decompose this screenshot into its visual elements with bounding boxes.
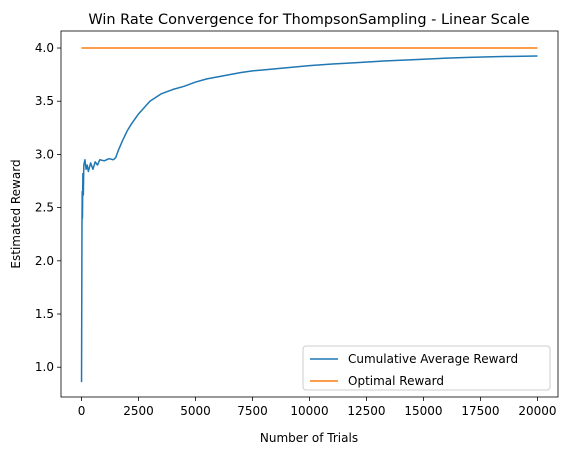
y-tick-label: 2.0 xyxy=(35,254,54,268)
x-tick-label: 10000 xyxy=(290,404,328,418)
y-tick-label: 3.5 xyxy=(35,94,54,108)
y-tick-label: 1.0 xyxy=(35,360,54,374)
y-axis: 1.0 1.5 2.0 2.5 3.0 3.5 4.0 xyxy=(35,41,61,374)
x-tick-label: 20000 xyxy=(518,404,556,418)
legend-box xyxy=(302,345,551,391)
legend: Cumulative Average Reward Optimal Reward xyxy=(302,345,551,391)
y-tick-label: 1.5 xyxy=(35,307,54,321)
y-tick-label: 4.0 xyxy=(35,41,54,55)
chart-title: Win Rate Convergence for ThompsonSamplin… xyxy=(88,12,529,28)
plot-area xyxy=(61,31,558,397)
x-tick-label: 5000 xyxy=(180,404,211,418)
series-layer xyxy=(80,47,538,383)
series-line-0 xyxy=(80,55,538,383)
legend-label-0: Cumulative Average Reward xyxy=(348,352,518,366)
x-tick-label: 7500 xyxy=(237,404,268,418)
x-tick-label: 12500 xyxy=(347,404,385,418)
x-tick-label: 0 xyxy=(78,404,86,418)
x-axis: 0 2500 5000 7500 10000 12500 15000 17500 20000 xyxy=(78,397,557,418)
legend-label-1: Optimal Reward xyxy=(348,374,444,388)
x-tick-label: 15000 xyxy=(404,404,442,418)
x-tick-label: 2500 xyxy=(123,404,154,418)
x-axis-label: Number of Trials xyxy=(260,431,358,445)
x-tick-label: 17500 xyxy=(461,404,499,418)
y-tick-label: 3.0 xyxy=(35,147,54,161)
y-tick-label: 2.5 xyxy=(35,201,54,215)
y-axis-label: Estimated Reward xyxy=(9,159,23,268)
